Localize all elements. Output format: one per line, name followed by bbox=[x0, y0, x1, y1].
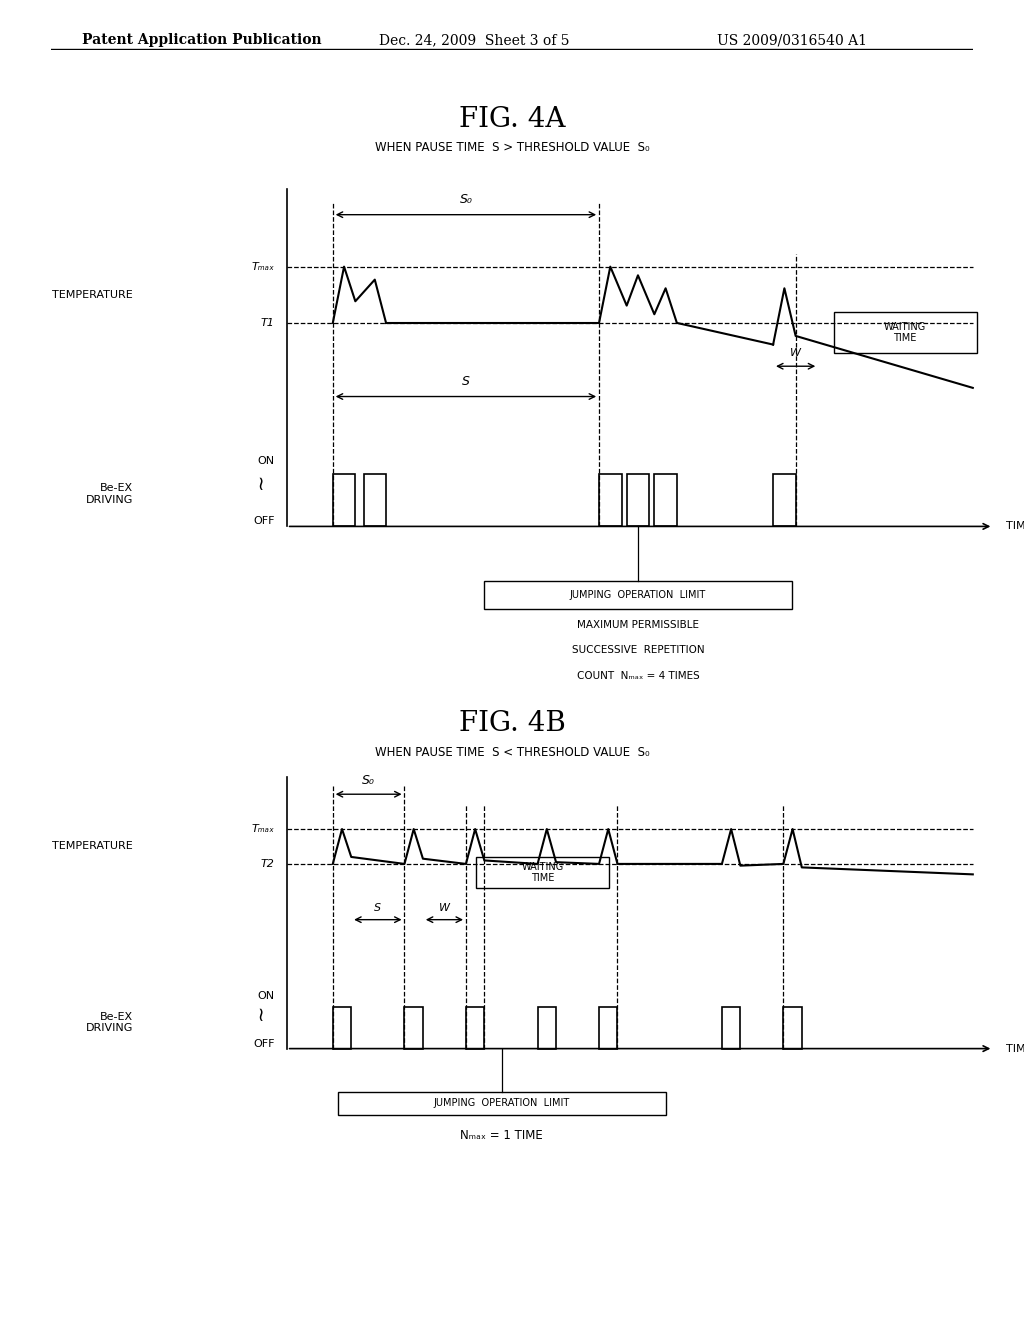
Bar bbox=[627, 474, 649, 527]
Bar bbox=[654, 474, 677, 527]
Bar bbox=[404, 1007, 423, 1048]
Text: TIME: TIME bbox=[1006, 521, 1024, 532]
Text: ON: ON bbox=[257, 991, 274, 1002]
Text: Tₘₐₓ: Tₘₐₓ bbox=[252, 261, 274, 272]
Text: ∼: ∼ bbox=[252, 1003, 270, 1020]
Text: Tₘₐₓ: Tₘₐₓ bbox=[252, 824, 274, 834]
Text: Be-EX
DRIVING: Be-EX DRIVING bbox=[86, 483, 133, 504]
Text: US 2009/0316540 A1: US 2009/0316540 A1 bbox=[717, 33, 866, 48]
Text: JUMPING  OPERATION  LIMIT: JUMPING OPERATION LIMIT bbox=[433, 1098, 570, 1109]
Text: Dec. 24, 2009  Sheet 3 of 5: Dec. 24, 2009 Sheet 3 of 5 bbox=[379, 33, 569, 48]
Bar bbox=[484, 581, 792, 609]
Text: FIG. 4A: FIG. 4A bbox=[459, 106, 565, 132]
Text: OFF: OFF bbox=[253, 1039, 274, 1048]
Text: WAITING
TIME: WAITING TIME bbox=[521, 862, 564, 883]
Bar bbox=[722, 1007, 740, 1048]
Text: T2: T2 bbox=[260, 859, 274, 869]
Text: TIME: TIME bbox=[1006, 1044, 1024, 1053]
Text: Be-EX
DRIVING: Be-EX DRIVING bbox=[86, 1011, 133, 1034]
Text: S: S bbox=[462, 375, 470, 388]
Bar bbox=[783, 1007, 802, 1048]
Text: MAXIMUM PERMISSIBLE: MAXIMUM PERMISSIBLE bbox=[577, 619, 699, 630]
Bar bbox=[773, 474, 796, 527]
Text: S₀: S₀ bbox=[460, 193, 472, 206]
Bar bbox=[834, 312, 977, 354]
Text: TEMPERATURE: TEMPERATURE bbox=[52, 841, 133, 851]
Text: S₀: S₀ bbox=[362, 775, 375, 787]
Text: WAITING
TIME: WAITING TIME bbox=[884, 322, 927, 343]
Bar bbox=[599, 474, 622, 527]
Text: W: W bbox=[439, 903, 450, 912]
Text: TEMPERATURE: TEMPERATURE bbox=[52, 290, 133, 300]
Text: T1: T1 bbox=[260, 318, 274, 327]
Bar bbox=[364, 474, 386, 527]
Bar bbox=[466, 1007, 484, 1048]
Text: SUCCESSIVE  REPETITION: SUCCESSIVE REPETITION bbox=[571, 645, 705, 656]
Text: FIG. 4B: FIG. 4B bbox=[459, 710, 565, 737]
Bar bbox=[333, 474, 355, 527]
Bar bbox=[599, 1007, 617, 1048]
Text: JUMPING  OPERATION  LIMIT: JUMPING OPERATION LIMIT bbox=[569, 590, 707, 599]
Text: S: S bbox=[375, 903, 381, 912]
Text: WHEN PAUSE TIME  S > THRESHOLD VALUE  S₀: WHEN PAUSE TIME S > THRESHOLD VALUE S₀ bbox=[375, 141, 649, 154]
Text: Patent Application Publication: Patent Application Publication bbox=[82, 33, 322, 48]
Text: COUNT  Nₘₐₓ = 4 TIMES: COUNT Nₘₐₓ = 4 TIMES bbox=[577, 672, 699, 681]
Bar bbox=[338, 1092, 666, 1115]
Text: Nₘₐₓ = 1 TIME: Nₘₐₓ = 1 TIME bbox=[461, 1129, 543, 1142]
Bar bbox=[333, 1007, 351, 1048]
Bar bbox=[538, 1007, 556, 1048]
Text: OFF: OFF bbox=[253, 516, 274, 527]
Bar bbox=[476, 857, 609, 888]
Text: ∼: ∼ bbox=[252, 473, 270, 490]
Text: W: W bbox=[791, 347, 801, 358]
Text: WHEN PAUSE TIME  S < THRESHOLD VALUE  S₀: WHEN PAUSE TIME S < THRESHOLD VALUE S₀ bbox=[375, 746, 649, 759]
Text: ON: ON bbox=[257, 457, 274, 466]
